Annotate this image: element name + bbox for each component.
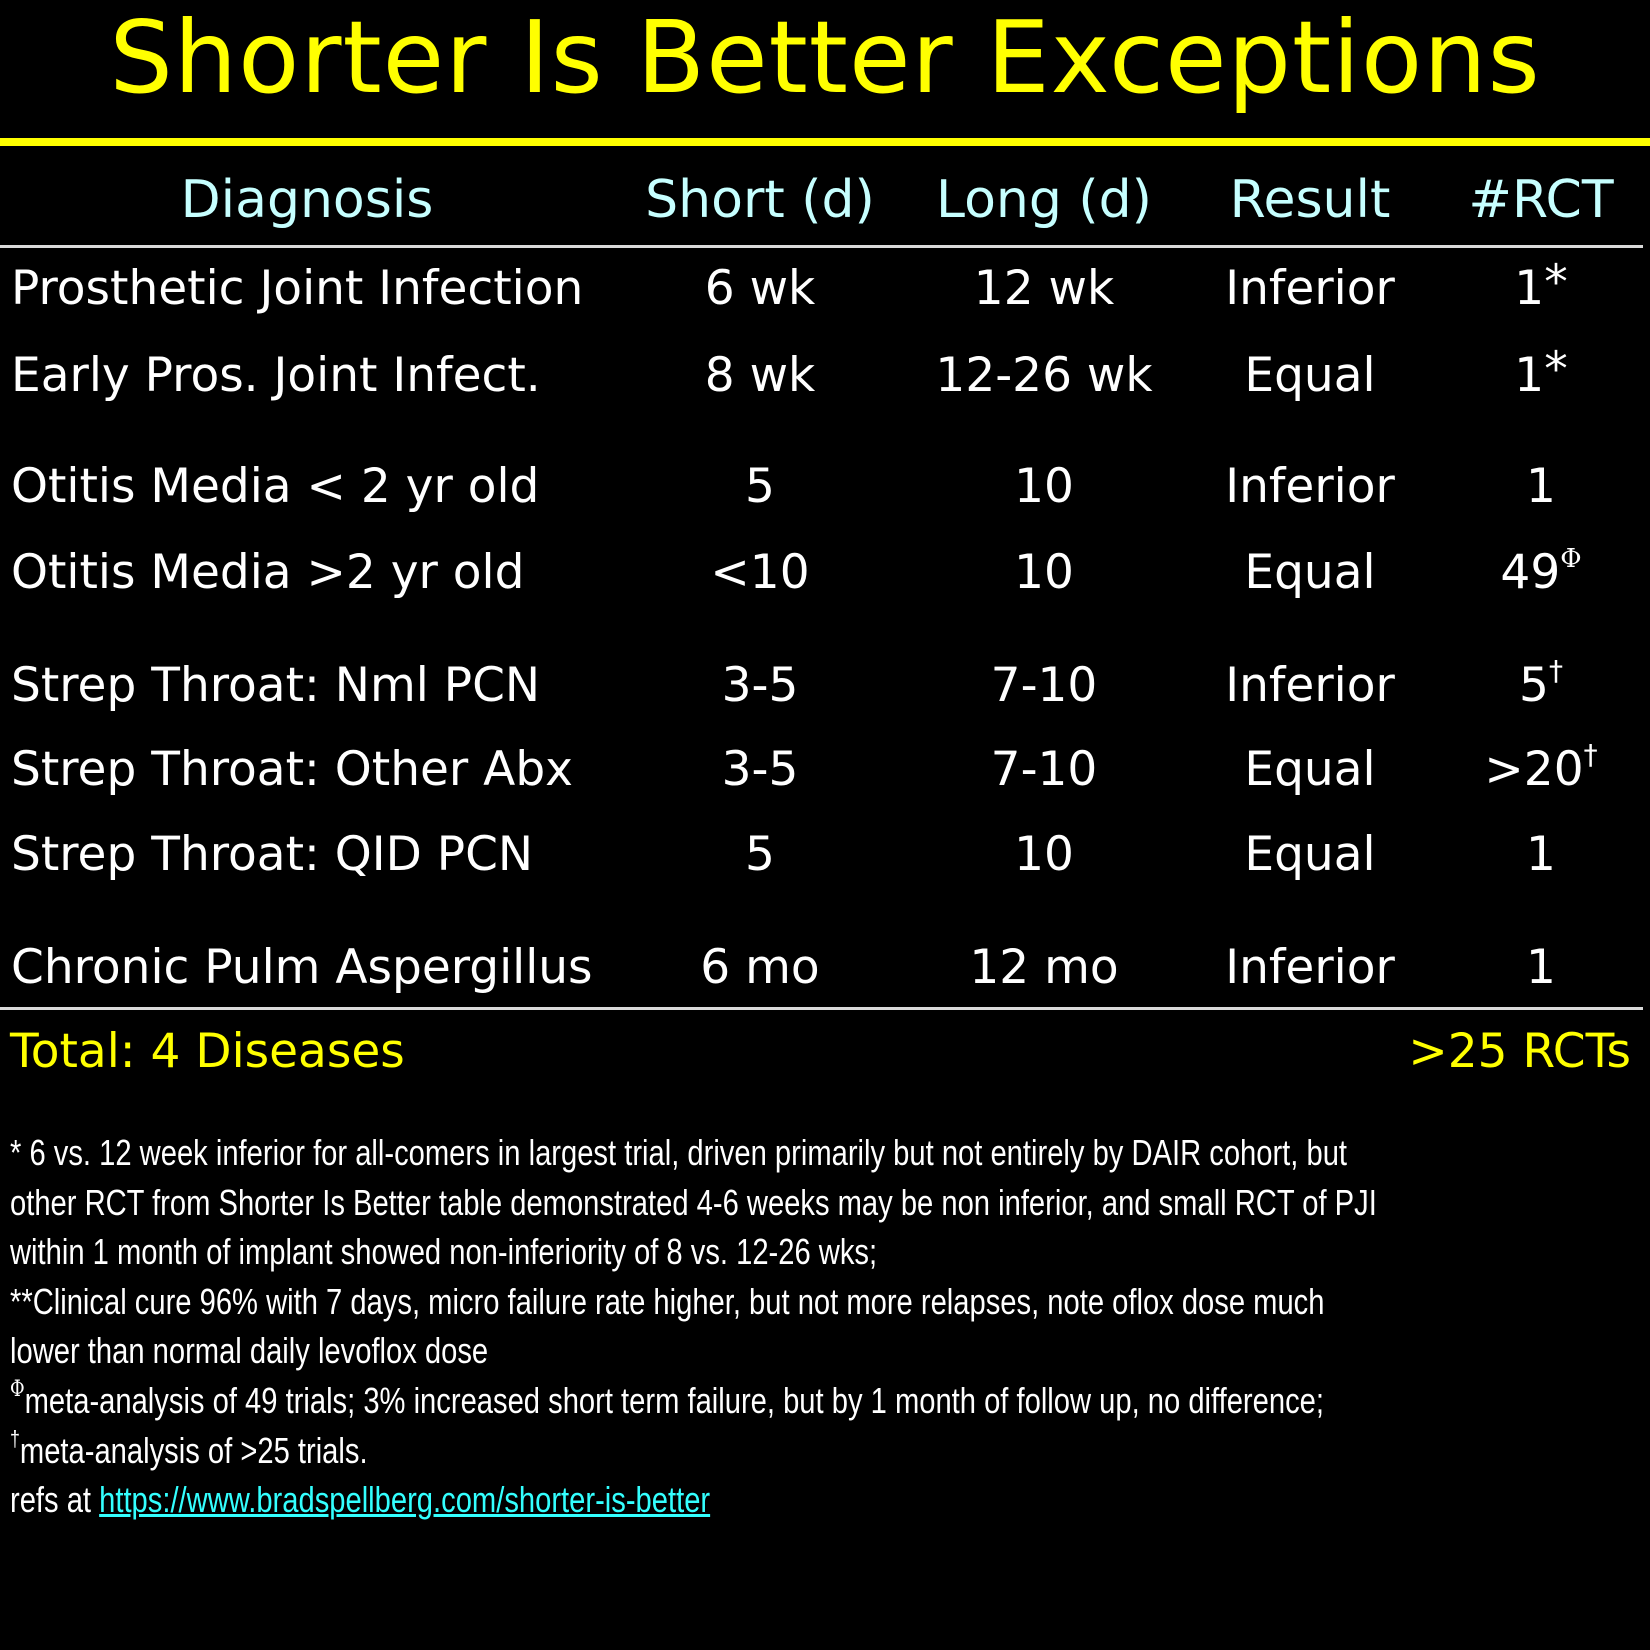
result-cell: Equal xyxy=(1244,545,1376,600)
rct-cell: 1 xyxy=(1526,457,1556,517)
diagnosis-cell: Strep Throat: Other Abx xyxy=(11,742,573,797)
header-long: Long (d) xyxy=(936,170,1152,230)
table-row: Chronic Pulm Aspergillus 6 mo 12 mo Inferio… xyxy=(0,938,1650,998)
rct-cell: 1 xyxy=(1526,825,1556,885)
rct-footnote-mark: * xyxy=(1544,255,1568,310)
short-cell: 3-5 xyxy=(721,658,799,713)
diagnosis-cell: Otitis Media < 2 yr old xyxy=(11,459,540,514)
diagnosis-cell: Strep Throat: QID PCN xyxy=(11,827,534,882)
result-cell: Inferior xyxy=(1225,261,1395,316)
header-rct: #RCT xyxy=(1468,170,1614,230)
result-cell: Inferior xyxy=(1225,658,1395,713)
long-cell: 12 mo xyxy=(969,940,1119,995)
long-cell: 10 xyxy=(1014,545,1074,600)
diagnosis-cell: Strep Throat: Nml PCN xyxy=(11,658,541,713)
table-row: Otitis Media < 2 yr old 5 10 Inferior 1 xyxy=(0,457,1650,517)
footnote-line: within 1 month of implant showed non-inf… xyxy=(10,1231,878,1273)
short-cell: 5 xyxy=(745,459,775,514)
long-cell: 7-10 xyxy=(990,742,1098,797)
total-diseases: Total: 4 Diseases xyxy=(10,1024,405,1079)
rct-count: 1 xyxy=(1526,827,1556,882)
table-row: Otitis Media >2 yr old <10 10 Equal 49Φ xyxy=(0,543,1650,603)
title-divider xyxy=(0,138,1650,146)
page-title: Shorter Is Better Exceptions xyxy=(109,0,1541,116)
table-row: Prosthetic Joint Infection 6 wk 12 wk Infer… xyxy=(0,255,1650,319)
phi-mark: Φ xyxy=(10,1376,25,1402)
result-cell: Equal xyxy=(1244,827,1376,882)
long-cell: 12 wk xyxy=(973,261,1115,316)
diagnosis-cell: Prosthetic Joint Infection xyxy=(11,261,584,316)
rct-count: 1 xyxy=(1514,348,1545,403)
total-rcts: >25 RCTs xyxy=(1408,1024,1631,1079)
result-cell: Equal xyxy=(1244,348,1376,403)
table-row: Strep Throat: Nml PCN 3-5 7-10 Inferior 5† xyxy=(0,656,1650,716)
result-cell: Equal xyxy=(1244,742,1376,797)
footnote-line: **Clinical cure 96% with 7 days, micro f… xyxy=(10,1280,1325,1322)
short-cell: 6 wk xyxy=(704,261,816,316)
short-cell: 3-5 xyxy=(721,742,799,797)
footnote-phi: Φmeta-analysis of 49 trials; 3% increase… xyxy=(10,1376,1614,1426)
rct-cell: 5† xyxy=(1519,656,1563,716)
total-divider xyxy=(0,1007,1643,1010)
phi-text: meta-analysis of 49 trials; 3% increased… xyxy=(24,1379,1324,1421)
header-short: Short (d) xyxy=(645,170,875,230)
diagnosis-cell: Chronic Pulm Aspergillus xyxy=(11,940,593,995)
refs-prefix: refs at xyxy=(10,1479,100,1521)
short-cell: 6 mo xyxy=(700,940,820,995)
rct-footnote-mark: Φ xyxy=(1560,544,1582,575)
long-cell: 7-10 xyxy=(990,658,1098,713)
short-cell: 5 xyxy=(745,827,775,882)
result-cell: Inferior xyxy=(1225,459,1395,514)
long-cell: 12-26 wk xyxy=(935,348,1153,403)
rct-cell: 49Φ xyxy=(1500,543,1581,603)
footnote-line: other RCT from Shorter Is Better table d… xyxy=(10,1181,1377,1223)
dagger-mark: † xyxy=(10,1425,20,1451)
header-result: Result xyxy=(1229,170,1391,230)
rct-count: 1 xyxy=(1526,940,1556,995)
footnote-line: lower than normal daily levoflox dose xyxy=(10,1330,489,1372)
rct-cell: 1* xyxy=(1514,255,1567,319)
rct-footnote-mark: † xyxy=(1583,738,1598,772)
long-cell: 10 xyxy=(1014,459,1074,514)
header-divider xyxy=(0,245,1643,248)
rct-footnote-mark: * xyxy=(1544,342,1568,397)
rct-cell: 1 xyxy=(1526,938,1556,998)
rct-count: 1 xyxy=(1514,261,1545,316)
long-cell: 10 xyxy=(1014,827,1074,882)
dagger-text: meta-analysis of >25 trials. xyxy=(19,1429,368,1471)
result-cell: Inferior xyxy=(1225,940,1395,995)
rct-cell: >20† xyxy=(1484,740,1597,800)
table-row: Strep Throat: Other Abx 3-5 7-10 Equal >20† xyxy=(0,740,1650,800)
footnote-line: * 6 vs. 12 week inferior for all-comers … xyxy=(10,1132,1348,1173)
rct-cell: 1* xyxy=(1514,342,1567,406)
header-diagnosis: Diagnosis xyxy=(180,170,434,230)
rct-count: 1 xyxy=(1526,459,1556,514)
short-cell: <10 xyxy=(710,545,810,600)
footnote-dagger: †meta-analysis of >25 trials. xyxy=(10,1426,1614,1476)
short-cell: 8 wk xyxy=(704,348,816,403)
rct-count: 49 xyxy=(1500,545,1561,600)
rct-count: 5 xyxy=(1519,658,1549,713)
table-row: Early Pros. Joint Infect. 8 wk 12-26 wk Equ… xyxy=(0,342,1650,406)
footnote-refs: refs at https://www.bradspellberg.com/sh… xyxy=(10,1475,1614,1525)
diagnosis-cell: Otitis Media >2 yr old xyxy=(11,545,525,600)
table-row: Strep Throat: QID PCN 5 10 Equal 1 xyxy=(0,825,1650,885)
rct-count: >20 xyxy=(1484,742,1584,797)
footnotes: * 6 vs. 12 week inferior for all-comers … xyxy=(10,1128,1614,1525)
refs-link[interactable]: https://www.bradspellberg.com/shorter-is… xyxy=(99,1479,711,1521)
rct-footnote-mark: † xyxy=(1548,654,1563,688)
diagnosis-cell: Early Pros. Joint Infect. xyxy=(11,348,541,403)
